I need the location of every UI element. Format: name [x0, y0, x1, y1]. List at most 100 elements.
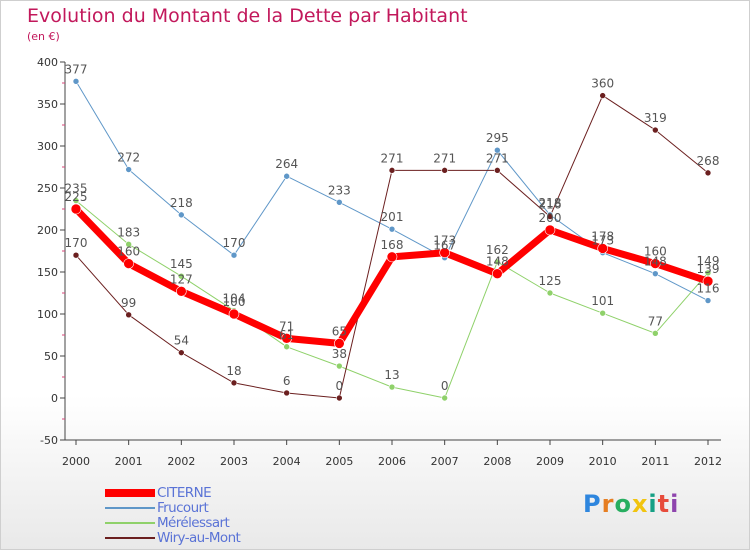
- data-point: [336, 198, 343, 206]
- data-point: [441, 394, 448, 402]
- data-label: 127: [170, 272, 193, 286]
- y-tick-label: 250: [37, 182, 58, 195]
- data-label: 71: [279, 319, 294, 333]
- data-point: [336, 394, 343, 402]
- data-point: [546, 289, 554, 297]
- data-point: [228, 308, 240, 320]
- data-label: 271: [486, 151, 509, 165]
- data-labels: 377 272 218 170 264 233 201 167 295 218 173 148 116 2…: [65, 62, 720, 393]
- y-tick-label: 100: [37, 308, 58, 321]
- y-tick-label: 50: [44, 350, 58, 363]
- x-tick-label: 2003: [220, 455, 248, 468]
- legend-swatch: [105, 507, 155, 509]
- x-tick-label: 2005: [325, 455, 353, 468]
- data-point: [230, 251, 238, 259]
- x-tick-label: 2012: [694, 455, 722, 468]
- legend-swatch: [105, 537, 155, 539]
- chart-title: Evolution du Montant de la Dette par Hab…: [27, 5, 468, 27]
- data-label: 167: [433, 239, 456, 253]
- x-tick-label: 2009: [536, 455, 564, 468]
- legend-label: Wiry-au-Mont: [157, 530, 241, 546]
- data-label: 116: [697, 282, 720, 296]
- legend-label: Frucourt: [157, 500, 209, 516]
- data-point: [125, 240, 132, 248]
- data-label: 38: [332, 347, 347, 361]
- data-point: [281, 333, 292, 344]
- data-label: 160: [644, 245, 667, 259]
- y-tick-label: 0: [51, 392, 58, 405]
- data-label: 295: [486, 131, 509, 145]
- data-label: 360: [591, 77, 614, 91]
- data-point: [72, 251, 80, 259]
- data-label: 101: [591, 294, 614, 308]
- data-label: 77: [648, 314, 663, 328]
- data-point: [599, 309, 606, 317]
- data-point: [652, 270, 659, 277]
- legend-label: CITERNE: [157, 485, 212, 501]
- logo-letter: o: [614, 490, 632, 518]
- data-point: [704, 169, 712, 177]
- logo-letter: x: [631, 490, 649, 518]
- data-point: [283, 172, 290, 180]
- data-point: [388, 383, 396, 391]
- data-label: 0: [336, 379, 344, 393]
- data-label: 148: [644, 255, 667, 269]
- data-point: [178, 272, 185, 280]
- data-point: [230, 379, 238, 387]
- data-point: [704, 269, 712, 277]
- data-point: [70, 203, 82, 215]
- logo-letter: t: [657, 490, 671, 518]
- data-label: 0: [441, 379, 449, 393]
- data-point: [388, 167, 396, 174]
- x-tick-label: 2010: [589, 455, 617, 468]
- data-point: [386, 251, 398, 263]
- data-label: 145: [170, 257, 193, 271]
- data-point: [704, 297, 712, 304]
- data-label: 65: [332, 324, 347, 338]
- data-label: 168: [381, 238, 404, 252]
- data-label: 61: [279, 328, 294, 342]
- x-tick-label: 2000: [62, 455, 90, 468]
- data-label: 170: [223, 236, 246, 250]
- data-label: 233: [328, 183, 351, 197]
- data-point: [652, 126, 659, 134]
- x-tick-label: 2001: [115, 455, 143, 468]
- data-point: [544, 224, 556, 236]
- proxiti-logo: Proxiti: [583, 490, 679, 518]
- series-points: [70, 78, 714, 402]
- data-point: [492, 268, 503, 279]
- data-label: 218: [170, 196, 193, 210]
- y-tick-label: 350: [37, 98, 58, 111]
- x-tick-label: 2002: [167, 455, 195, 468]
- data-point: [599, 92, 606, 99]
- data-point: [494, 167, 501, 174]
- data-label: 271: [381, 151, 404, 165]
- x-tick-label: 2004: [273, 455, 301, 468]
- data-label: 6: [283, 374, 291, 388]
- data-label: 268: [697, 154, 720, 168]
- logo-letter: i: [670, 490, 680, 518]
- data-label: 125: [539, 274, 562, 288]
- chart-subtitle: (en €): [27, 30, 60, 43]
- legend-swatch: [105, 522, 155, 524]
- data-point: [334, 338, 345, 349]
- data-label: 178: [591, 229, 614, 243]
- data-label: 183: [117, 225, 140, 239]
- data-label: 160: [117, 245, 140, 259]
- y-tick-label: 150: [37, 266, 58, 279]
- data-label: 149: [697, 254, 720, 268]
- data-label: 272: [117, 151, 140, 165]
- data-label: 173: [433, 234, 456, 248]
- data-point: [439, 247, 450, 258]
- y-tick-label: 300: [37, 140, 58, 153]
- data-label: 271: [433, 151, 456, 165]
- data-point: [336, 362, 343, 370]
- data-label: 18: [226, 364, 241, 378]
- data-label: 235: [65, 182, 88, 196]
- data-label: 173: [591, 234, 614, 248]
- data-point: [597, 243, 608, 254]
- logo-letter: i: [648, 490, 658, 518]
